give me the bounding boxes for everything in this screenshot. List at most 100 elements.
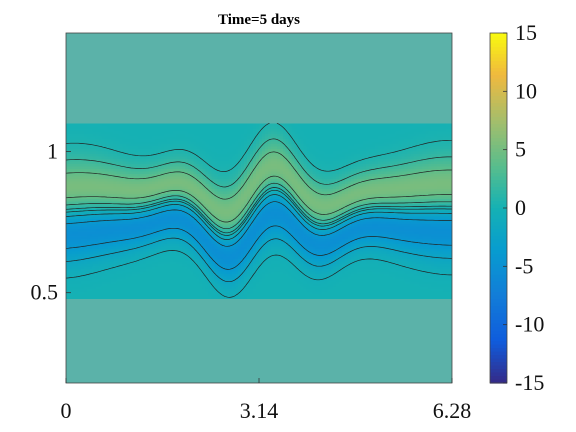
- heatmap-cell: [226, 285, 230, 289]
- heatmap-cell: [122, 150, 126, 154]
- heatmap-cell: [89, 195, 94, 199]
- heatmap-cell: [152, 288, 156, 292]
- heatmap-cell: [152, 230, 156, 234]
- heatmap-cell: [137, 243, 141, 247]
- heatmap-cell: [217, 265, 221, 269]
- heatmap-cell: [229, 178, 233, 182]
- heatmap-cell: [235, 130, 239, 134]
- heatmap-cell: [166, 150, 171, 154]
- heatmap-cell: [119, 133, 124, 137]
- heatmap-cell: [83, 175, 88, 179]
- heatmap-cell: [80, 155, 85, 159]
- heatmap-cell: [214, 155, 219, 159]
- heatmap-cell: [107, 135, 112, 139]
- heatmap-cell: [86, 143, 91, 147]
- heatmap-cell: [122, 268, 126, 272]
- heatmap-cell: [125, 135, 129, 139]
- heatmap-cell: [175, 250, 180, 254]
- heatmap-cell: [152, 258, 156, 262]
- heatmap-cell: [202, 130, 207, 134]
- heatmap-cell: [86, 263, 91, 267]
- heatmap-cell: [220, 128, 224, 132]
- heatmap-cell: [110, 130, 115, 134]
- heatmap-cell: [131, 143, 135, 147]
- heatmap-cell: [211, 290, 216, 294]
- heatmap-cell: [178, 128, 183, 132]
- heatmap-cell: [205, 215, 210, 219]
- heatmap-cell: [181, 198, 186, 202]
- heatmap-cell: [83, 190, 88, 194]
- heatmap-cell: [116, 295, 121, 299]
- heatmap-cell: [172, 218, 177, 222]
- heatmap-cell: [235, 218, 239, 222]
- heatmap-cell: [66, 258, 70, 262]
- heatmap-cell: [181, 128, 186, 132]
- heatmap-cell: [125, 145, 129, 149]
- heatmap-cell: [161, 188, 165, 192]
- heatmap-cell: [172, 143, 177, 147]
- heatmap-cell: [158, 280, 162, 284]
- heatmap-cell: [223, 168, 227, 172]
- heatmap-cell: [184, 293, 189, 297]
- heatmap-cell: [77, 223, 82, 227]
- heatmap-cell: [232, 180, 236, 184]
- heatmap-cell: [181, 168, 186, 172]
- heatmap-cell: [229, 145, 233, 149]
- heatmap-cell: [163, 248, 168, 252]
- heatmap-cell: [196, 230, 201, 234]
- heatmap-cell: [235, 190, 239, 194]
- heatmap-cell: [113, 148, 118, 152]
- heatmap-cell: [202, 200, 207, 204]
- heatmap-cell: [66, 288, 70, 292]
- heatmap-cell: [214, 235, 219, 239]
- heatmap-cell: [235, 145, 239, 149]
- heatmap-cell: [166, 273, 171, 277]
- heatmap-cell: [217, 268, 221, 272]
- heatmap-cell: [163, 283, 168, 287]
- heatmap-cell: [86, 285, 91, 289]
- heatmap-cell: [77, 228, 82, 232]
- heatmap-cell: [66, 168, 70, 172]
- heatmap-cell: [128, 293, 132, 297]
- heatmap-cell: [226, 195, 230, 199]
- heatmap-cell: [146, 148, 150, 152]
- heatmap-cell: [83, 173, 88, 177]
- heatmap-cell: [158, 223, 162, 227]
- heatmap-cell: [80, 283, 85, 287]
- heatmap-cell: [140, 265, 144, 269]
- heatmap-cell: [211, 153, 216, 157]
- heatmap-cell: [119, 135, 124, 139]
- heatmap-cell: [89, 165, 94, 169]
- heatmap-cell: [199, 148, 204, 152]
- heatmap-cell: [128, 225, 132, 229]
- heatmap-cell: [143, 203, 147, 207]
- heatmap-cell: [163, 138, 168, 142]
- heatmap-cell: [146, 130, 150, 134]
- heatmap-cell: [146, 160, 150, 164]
- heatmap-cell: [104, 243, 109, 247]
- heatmap-cell: [66, 260, 70, 264]
- heatmap-cell: [149, 235, 153, 239]
- heatmap-cell: [175, 163, 180, 167]
- heatmap-cell: [140, 205, 144, 209]
- heatmap-cell: [184, 228, 189, 232]
- heatmap-cell: [161, 250, 165, 254]
- heatmap-cell: [140, 238, 144, 242]
- heatmap-cell: [205, 283, 210, 287]
- heatmap-cell: [149, 233, 153, 237]
- heatmap-cell: [98, 228, 103, 232]
- heatmap-cell: [77, 150, 82, 154]
- heatmap-cell: [146, 295, 150, 299]
- heatmap-cell: [163, 155, 168, 159]
- heatmap-cell: [175, 170, 180, 174]
- heatmap-cell: [143, 123, 147, 127]
- heatmap-cell: [175, 135, 180, 139]
- heatmap-cell: [68, 178, 73, 182]
- heatmap-cell: [238, 248, 242, 252]
- heatmap-cell: [220, 140, 224, 144]
- heatmap-cell: [95, 128, 100, 132]
- heatmap-cell: [77, 205, 82, 209]
- heatmap-cell: [140, 283, 144, 287]
- heatmap-cell: [113, 295, 118, 299]
- heatmap-cell: [137, 295, 141, 299]
